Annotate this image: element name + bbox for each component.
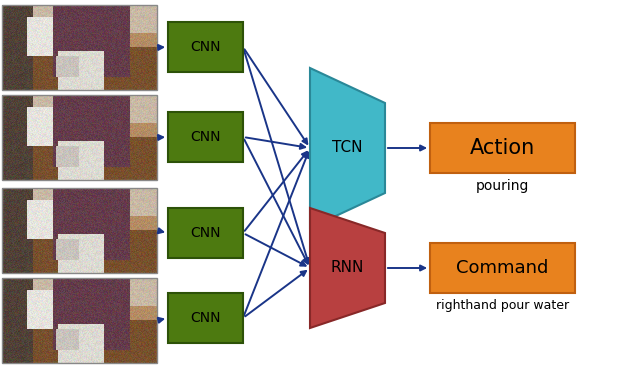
Bar [2, 278, 157, 363]
Polygon shape [310, 208, 385, 328]
Polygon shape [310, 68, 385, 228]
Bar [2, 95, 157, 180]
Bar [2, 5, 157, 90]
FancyBboxPatch shape [168, 112, 243, 162]
FancyBboxPatch shape [168, 293, 243, 343]
Text: CNN: CNN [190, 311, 221, 325]
FancyBboxPatch shape [168, 208, 243, 258]
Text: RNN: RNN [331, 260, 364, 276]
Text: TCN: TCN [332, 141, 363, 155]
Bar [2, 188, 157, 273]
FancyBboxPatch shape [168, 22, 243, 72]
Text: Action: Action [470, 138, 535, 158]
FancyBboxPatch shape [430, 123, 575, 173]
Text: CNN: CNN [190, 226, 221, 240]
Text: pouring: pouring [476, 179, 529, 193]
Text: Command: Command [456, 259, 548, 277]
FancyBboxPatch shape [430, 243, 575, 293]
Text: CNN: CNN [190, 130, 221, 144]
Text: righthand pour water: righthand pour water [436, 299, 569, 312]
Text: CNN: CNN [190, 40, 221, 54]
